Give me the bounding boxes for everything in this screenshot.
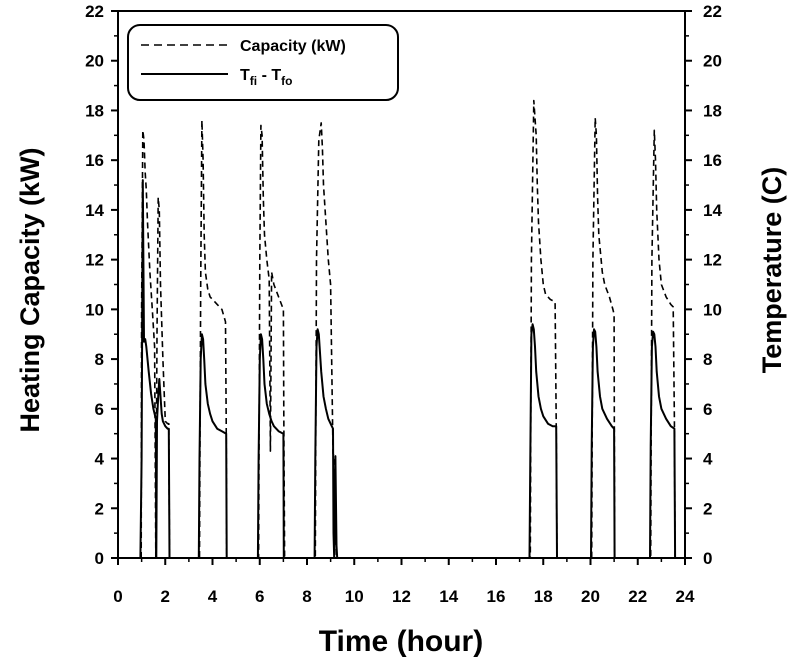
y-tick-label-right: 22: [703, 2, 722, 21]
y-tick-label-right: 12: [703, 251, 722, 270]
y-tick-label-right: 8: [703, 350, 712, 369]
y-tick-label-right: 10: [703, 300, 722, 319]
y-tick-label-right: 18: [703, 101, 722, 120]
y-tick-label-left: 0: [95, 549, 104, 568]
legend-temperature-label: Tfi - Tfo: [240, 67, 292, 88]
y-tick-label-right: 6: [703, 400, 712, 419]
x-tick-label: 16: [487, 587, 506, 606]
y-tick-label-left: 8: [95, 350, 104, 369]
legend-box: [127, 24, 399, 101]
series-capacity-line: [140, 99, 676, 559]
x-axis-title: Time (hour): [319, 625, 483, 658]
y-tick-label-left: 6: [95, 400, 104, 419]
y-axis-title-right: Temperature (C): [757, 167, 787, 374]
y-tick-label-right: 16: [703, 151, 722, 170]
x-tick-label: 8: [302, 587, 311, 606]
y-tick-label-left: 2: [95, 499, 104, 518]
x-tick-label: 20: [581, 587, 600, 606]
series-temperature-line: [139, 179, 677, 559]
y-tick-label-right: 2: [703, 499, 712, 518]
x-tick-label: 0: [113, 587, 122, 606]
x-tick-label: 22: [628, 587, 647, 606]
x-tick-label: 14: [439, 587, 458, 606]
y-tick-label-left: 14: [85, 201, 104, 220]
x-tick-label: 24: [676, 587, 695, 606]
legend-t-sub-fi: fi: [250, 74, 257, 88]
y-tick-label-left: 22: [85, 2, 104, 21]
x-tick-label: 18: [534, 587, 553, 606]
legend-t-main: T: [240, 67, 250, 84]
series-layer: [139, 99, 677, 559]
y-tick-label-right: 14: [703, 201, 722, 220]
y-tick-label-right: 4: [703, 450, 713, 469]
legend: Capacity (kW) Tfi - Tfo: [127, 24, 399, 101]
y-tick-label-left: 20: [85, 52, 104, 71]
legend-t-sub-fo: fo: [281, 74, 292, 88]
legend-capacity-label: Capacity (kW): [240, 38, 346, 55]
y-tick-label-right: 0: [703, 549, 712, 568]
y-tick-label-left: 10: [85, 300, 104, 319]
x-tick-label: 4: [208, 587, 218, 606]
y-tick-label-right: 20: [703, 52, 722, 71]
x-tick-label: 12: [392, 587, 411, 606]
y-tick-label-left: 12: [85, 251, 104, 270]
x-tick-label: 6: [255, 587, 264, 606]
x-tick-label: 10: [345, 587, 364, 606]
x-tick-label: 2: [161, 587, 170, 606]
y-axis-title-left: Heating Capacity (kW): [15, 147, 45, 432]
y-tick-label-left: 16: [85, 151, 104, 170]
legend-t-mid: - T: [257, 67, 281, 84]
y-tick-label-left: 18: [85, 101, 104, 120]
y-tick-label-left: 4: [95, 450, 105, 469]
